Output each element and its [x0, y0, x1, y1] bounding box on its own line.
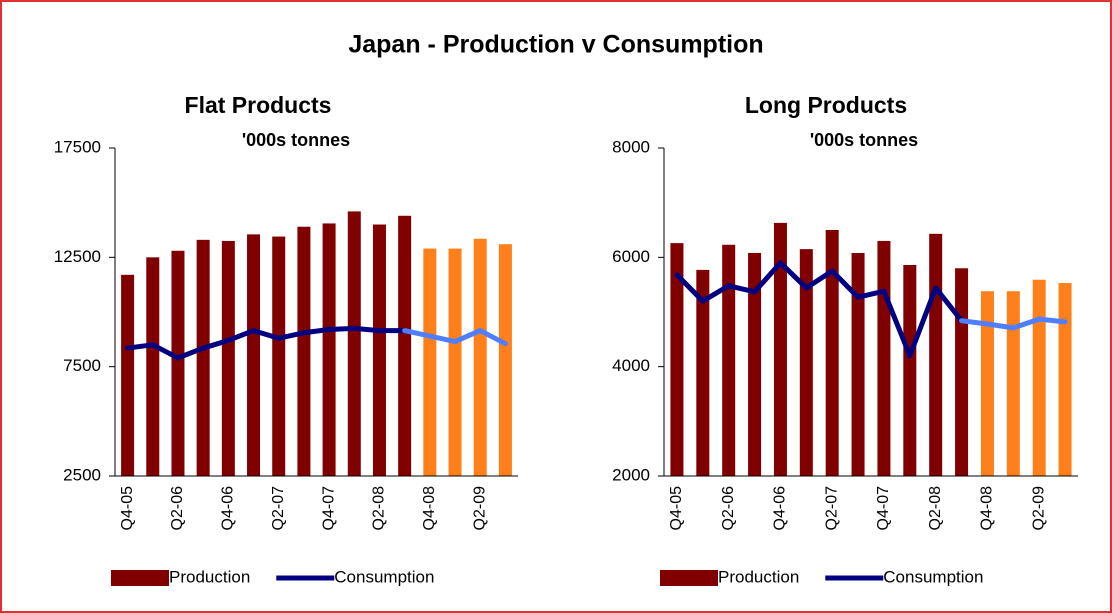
bar — [272, 236, 286, 476]
bar — [372, 224, 386, 476]
y-tick-label: 4000 — [612, 356, 650, 375]
x-tick-label: Q4-08 — [421, 486, 438, 531]
x-tick-label: Q4-06 — [772, 486, 789, 531]
chart-title: Flat Products — [185, 92, 332, 118]
chart-subtitle: '000s tonnes — [810, 130, 918, 150]
bar — [297, 226, 311, 476]
legend-label: Consumption — [883, 567, 983, 586]
bar — [799, 249, 813, 476]
line-segment — [276, 330, 307, 341]
line-segment — [326, 325, 357, 332]
legend-label: Production — [718, 567, 799, 586]
x-tick-label: Q2-07 — [823, 486, 840, 531]
bar — [322, 223, 336, 476]
bar — [398, 215, 412, 476]
bar — [722, 244, 736, 476]
legend-label: Production — [169, 567, 250, 586]
bar — [221, 240, 235, 476]
line-segment — [402, 328, 433, 339]
line-segment — [125, 342, 156, 351]
line-segment — [907, 285, 939, 359]
bar — [423, 248, 437, 476]
line-segment — [674, 272, 706, 304]
line-segment — [477, 328, 508, 347]
bar — [877, 240, 891, 476]
bar — [696, 269, 710, 476]
line-segment — [700, 283, 732, 304]
bar — [171, 250, 185, 476]
x-tick-label: Q4-07 — [320, 486, 337, 531]
x-tick-label: Q2-06 — [720, 486, 737, 531]
bar — [980, 291, 994, 476]
y-tick-label: 17500 — [54, 137, 101, 156]
x-tick-label: Q2-09 — [1030, 486, 1047, 531]
bar — [955, 268, 969, 476]
chart-title: Long Products — [745, 92, 907, 118]
line-segment — [351, 325, 382, 334]
bar — [748, 252, 762, 476]
line-segment — [200, 337, 231, 351]
bar — [1006, 291, 1020, 476]
line-segment — [933, 285, 965, 324]
bar — [196, 239, 210, 476]
bar — [473, 238, 487, 476]
line-segment — [150, 342, 181, 361]
bar — [1032, 279, 1046, 476]
line-segment — [984, 321, 1016, 331]
bar — [903, 264, 917, 476]
bar — [851, 252, 865, 476]
bar — [448, 248, 462, 476]
bar — [825, 230, 839, 476]
line-segment — [225, 328, 257, 343]
bar — [347, 211, 361, 476]
x-tick-label: Q2-08 — [927, 486, 944, 531]
bar — [247, 234, 261, 476]
line-segment — [777, 260, 809, 291]
chart-subtitle: '000s tonnes — [242, 130, 350, 150]
bar — [121, 274, 135, 476]
bar — [929, 233, 943, 476]
legend-label: Consumption — [334, 567, 434, 586]
y-tick-label: 6000 — [612, 247, 650, 266]
x-tick-label: Q4-05 — [119, 486, 136, 531]
y-tick-label: 7500 — [63, 356, 101, 375]
x-tick-label: Q4-08 — [979, 486, 996, 531]
bar — [498, 244, 512, 476]
x-tick-label: Q2-08 — [371, 486, 388, 531]
y-tick-label: 12500 — [54, 247, 101, 266]
y-tick-label: 2500 — [63, 465, 101, 484]
legend-swatch — [111, 570, 169, 586]
line-segment — [959, 318, 990, 327]
line-segment — [829, 268, 861, 300]
x-tick-label: Q2-09 — [471, 486, 488, 531]
line-segment — [301, 326, 332, 336]
line-segment — [452, 328, 483, 345]
line-segment — [1036, 316, 1068, 325]
line-segment — [251, 328, 282, 341]
x-tick-label: Q4-06 — [220, 486, 237, 531]
bar — [146, 257, 160, 476]
line-segment — [1010, 316, 1042, 331]
line-segment — [726, 283, 758, 295]
x-tick-label: Q2-06 — [169, 486, 186, 531]
x-tick-label: Q4-07 — [875, 486, 892, 531]
bar — [670, 243, 684, 476]
x-tick-label: Q2-07 — [270, 486, 287, 531]
x-tick-label: Q4-05 — [668, 486, 685, 531]
line-segment — [855, 288, 887, 300]
line-segment — [427, 333, 458, 345]
y-tick-label: 8000 — [612, 137, 650, 156]
legend-swatch — [660, 570, 718, 586]
line-segment — [175, 345, 206, 361]
page-title: Japan - Production v Consumption — [348, 31, 763, 59]
bar — [773, 222, 787, 476]
bar — [1058, 283, 1072, 476]
line-segment — [803, 268, 835, 291]
y-tick-label: 2000 — [612, 465, 650, 484]
line-segment — [752, 260, 783, 295]
line-segment — [881, 288, 913, 359]
